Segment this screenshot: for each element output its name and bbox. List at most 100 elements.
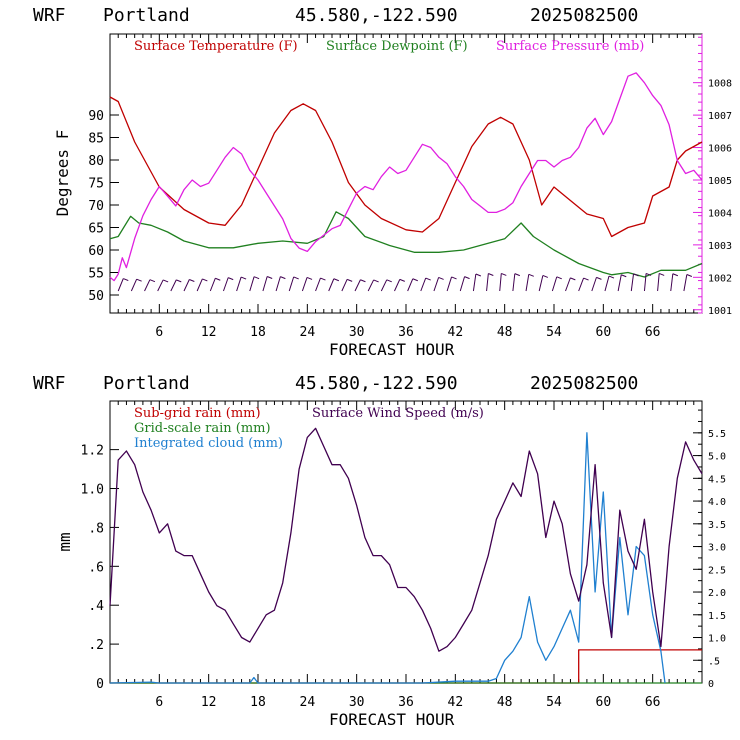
wind-barb-flag <box>386 279 392 283</box>
wind-barb-flag <box>412 278 418 282</box>
top-y2-tick-label: 1007 <box>708 111 732 122</box>
wind-barb-flag <box>306 276 313 280</box>
bottom-date-label: 2025082500 <box>530 373 638 394</box>
wind-barb <box>236 276 242 292</box>
wind-barb <box>341 279 348 292</box>
top-date-label: 2025082500 <box>530 5 638 26</box>
wind-barb <box>630 273 635 292</box>
wind-barb-flag <box>659 272 665 276</box>
wind-barb-flag <box>333 278 340 282</box>
top-series-surface-pressure-mb <box>109 72 703 282</box>
bottom-x-tick-label: 6 <box>155 695 163 710</box>
bottom-y2-tick-label: 5.0 <box>708 452 726 463</box>
wind-barb <box>446 276 453 292</box>
wind-barb <box>288 276 295 292</box>
wind-barb-flag <box>293 276 299 280</box>
wind-barb <box>209 278 216 292</box>
bottom-y2-tick-label: 1.0 <box>708 634 726 645</box>
wind-barb-flag <box>136 278 142 282</box>
bottom-coords-label: 45.580,-122.590 <box>295 373 458 394</box>
bottom-y2-tick-label: 0 <box>708 679 714 690</box>
wind-barb-flag <box>645 273 652 276</box>
wind-barb-flag <box>202 278 208 282</box>
top-y-tick-label: 80 <box>88 154 104 169</box>
wind-barb-flag <box>542 275 549 278</box>
wind-barb <box>551 276 558 292</box>
top-y-tick-label: 60 <box>88 244 104 259</box>
wind-barb <box>683 274 688 292</box>
wind-barb <box>657 273 660 292</box>
top-model-label: WRF <box>33 5 66 26</box>
top-axis-ticks: 6 12 18 24 30 36 42 48 54 60 66 50 55 60 65 70 75 80 85 90 1… <box>88 34 732 340</box>
wind-barb-flag <box>608 275 615 279</box>
top-y2-tick-label: 1002 <box>708 273 732 284</box>
bottom-x-tick-label: 30 <box>349 695 365 710</box>
wind-barb <box>472 273 477 292</box>
bottom-series-integrated-cloud-mm <box>109 432 666 684</box>
top-x-tick-label: 36 <box>398 325 414 340</box>
top-coords-label: 45.580,-122.590 <box>295 5 458 26</box>
wind-barb <box>565 277 571 292</box>
top-x-tick-label: 6 <box>155 325 163 340</box>
legend-wind-speed: Surface Wind Speed (m/s) <box>312 406 484 421</box>
wind-barb <box>525 274 530 292</box>
wind-barb-flag <box>253 276 260 280</box>
wind-barb <box>380 279 388 292</box>
wind-barb-flag <box>451 276 457 280</box>
top-x-tick-label: 12 <box>201 325 217 340</box>
wind-barb-flag <box>228 277 234 281</box>
top-y-axis-label: Degrees F <box>53 130 72 217</box>
bottom-series-lines <box>109 427 703 684</box>
wind-barb <box>643 273 647 292</box>
bottom-x-tick-label: 36 <box>398 695 414 710</box>
bottom-x-tick-label: 48 <box>497 695 513 710</box>
top-y2-tick-label: 1003 <box>708 241 732 252</box>
bottom-y-tick-label: 0 <box>96 677 104 692</box>
bottom-y2-tick-label: 2.0 <box>708 588 726 599</box>
wind-barb-flag <box>438 276 444 280</box>
bottom-x-tick-label: 66 <box>645 695 661 710</box>
wind-barb <box>486 273 489 292</box>
wind-barb <box>433 277 440 292</box>
wind-barb <box>499 273 502 292</box>
wind-barb-flag <box>149 279 156 283</box>
bottom-y-tick-label: 1.0 <box>81 483 104 498</box>
wind-barb-flag <box>360 279 366 283</box>
wind-barb <box>420 277 427 292</box>
legend-gridscale-rain: Grid-scale rain (mm) <box>134 421 271 436</box>
wind-barb <box>157 279 164 292</box>
wind-barb-flag <box>570 277 576 281</box>
legend-integrated-cloud: Integrated cloud (mm) <box>134 436 283 451</box>
wind-barb-flag <box>475 273 482 277</box>
bottom-y-tick-label: .4 <box>88 599 104 614</box>
top-x-axis-label: FORECAST HOUR <box>329 340 455 359</box>
top-x-tick-label: 48 <box>497 325 513 340</box>
wind-barb <box>459 276 466 292</box>
bottom-x-tick-label: 60 <box>596 695 612 710</box>
bottom-y2-tick-label: 5.5 <box>708 429 726 440</box>
wind-barb-flag <box>280 276 286 280</box>
top-x-tick-label: 54 <box>546 325 562 340</box>
wind-barb-flag <box>189 279 195 282</box>
legend-pressure: Surface Pressure (mb) <box>496 39 644 54</box>
wind-barb-flag <box>633 273 639 277</box>
top-y2-tick-label: 1005 <box>708 176 732 187</box>
top-y-tick-label: 75 <box>88 177 104 192</box>
wind-barb <box>170 279 177 292</box>
wind-barb <box>394 279 401 292</box>
wind-barb <box>578 277 585 292</box>
wind-barb-flag <box>346 278 353 282</box>
wind-barb <box>222 277 229 292</box>
wind-barb <box>117 278 124 292</box>
wind-barb <box>407 278 414 292</box>
wind-barb-flag <box>556 276 562 280</box>
wind-barb <box>196 278 203 292</box>
wind-barb <box>328 278 335 292</box>
wind-barb <box>183 279 190 292</box>
bottom-y-axis-label: mm <box>55 532 74 551</box>
top-y-tick-label: 90 <box>88 109 104 124</box>
wind-barb-flag <box>425 277 431 281</box>
bottom-y2-tick-label: .5 <box>708 656 720 667</box>
wind-barb-flag <box>464 276 470 280</box>
